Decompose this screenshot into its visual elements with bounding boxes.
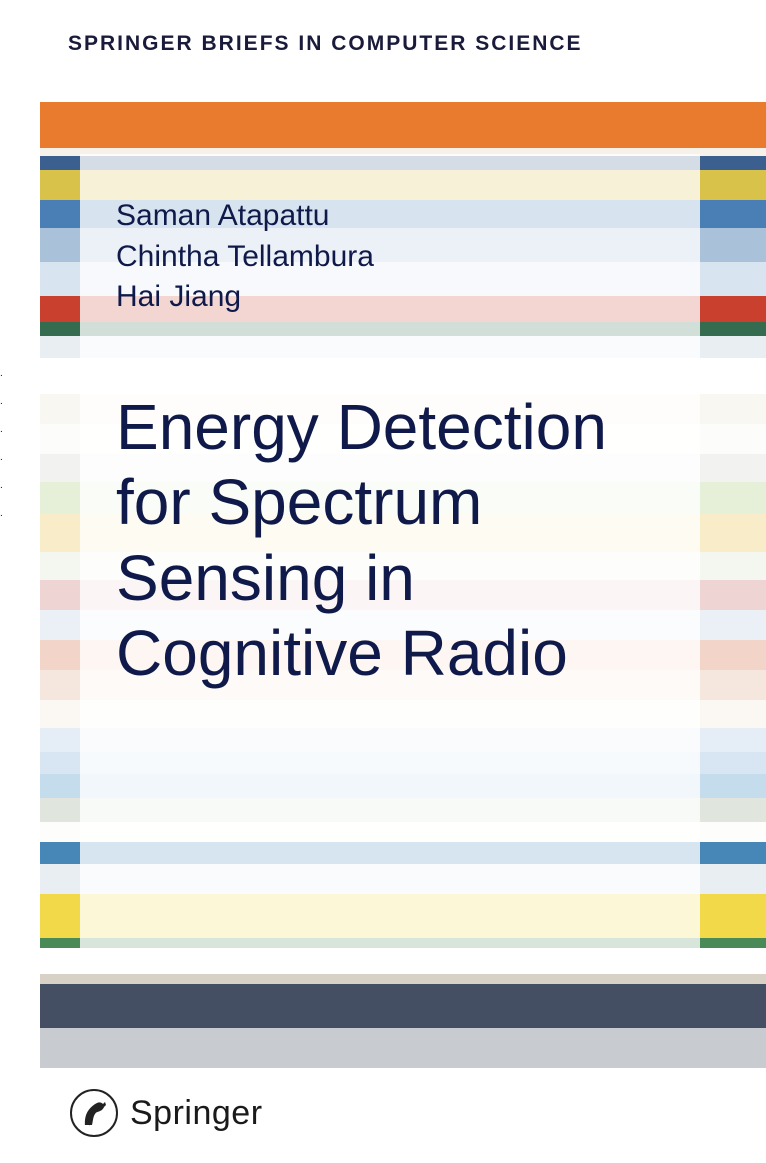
title-line-3: Sensing in bbox=[116, 541, 664, 617]
publisher-name: Springer bbox=[130, 1094, 263, 1133]
author-1: Saman Atapattu bbox=[116, 196, 664, 237]
publisher-footer: Springer bbox=[70, 1089, 263, 1137]
title-line-2: for Spectrum bbox=[116, 465, 664, 541]
series-header: SPRINGER BRIEFS IN COMPUTER SCIENCE bbox=[0, 0, 766, 56]
stripe-32 bbox=[40, 974, 766, 984]
spine-marks: ...... bbox=[0, 360, 8, 528]
title-line-1: Energy Detection bbox=[116, 390, 664, 466]
stripe-0 bbox=[40, 102, 766, 148]
stripe-34 bbox=[40, 1028, 766, 1068]
author-2: Chintha Tellambura bbox=[116, 237, 664, 278]
authors-block: Saman Atapattu Chintha Tellambura Hai Ji… bbox=[116, 196, 664, 318]
title-line-4: Cognitive Radio bbox=[116, 616, 664, 692]
book-title: Energy Detection for Spectrum Sensing in… bbox=[116, 390, 664, 692]
stripe-33 bbox=[40, 984, 766, 1028]
springer-horse-icon bbox=[70, 1089, 118, 1137]
author-3: Hai Jiang bbox=[116, 277, 664, 318]
content-panel: Saman Atapattu Chintha Tellambura Hai Ji… bbox=[80, 154, 700, 964]
